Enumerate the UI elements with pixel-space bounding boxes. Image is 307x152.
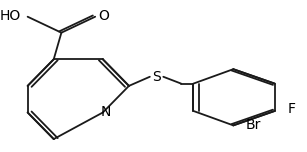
Text: O: O [98, 9, 109, 23]
Text: N: N [101, 105, 111, 119]
Text: S: S [152, 70, 161, 84]
Text: HO: HO [0, 9, 21, 23]
Text: Br: Br [246, 118, 261, 132]
Text: F: F [288, 102, 296, 116]
